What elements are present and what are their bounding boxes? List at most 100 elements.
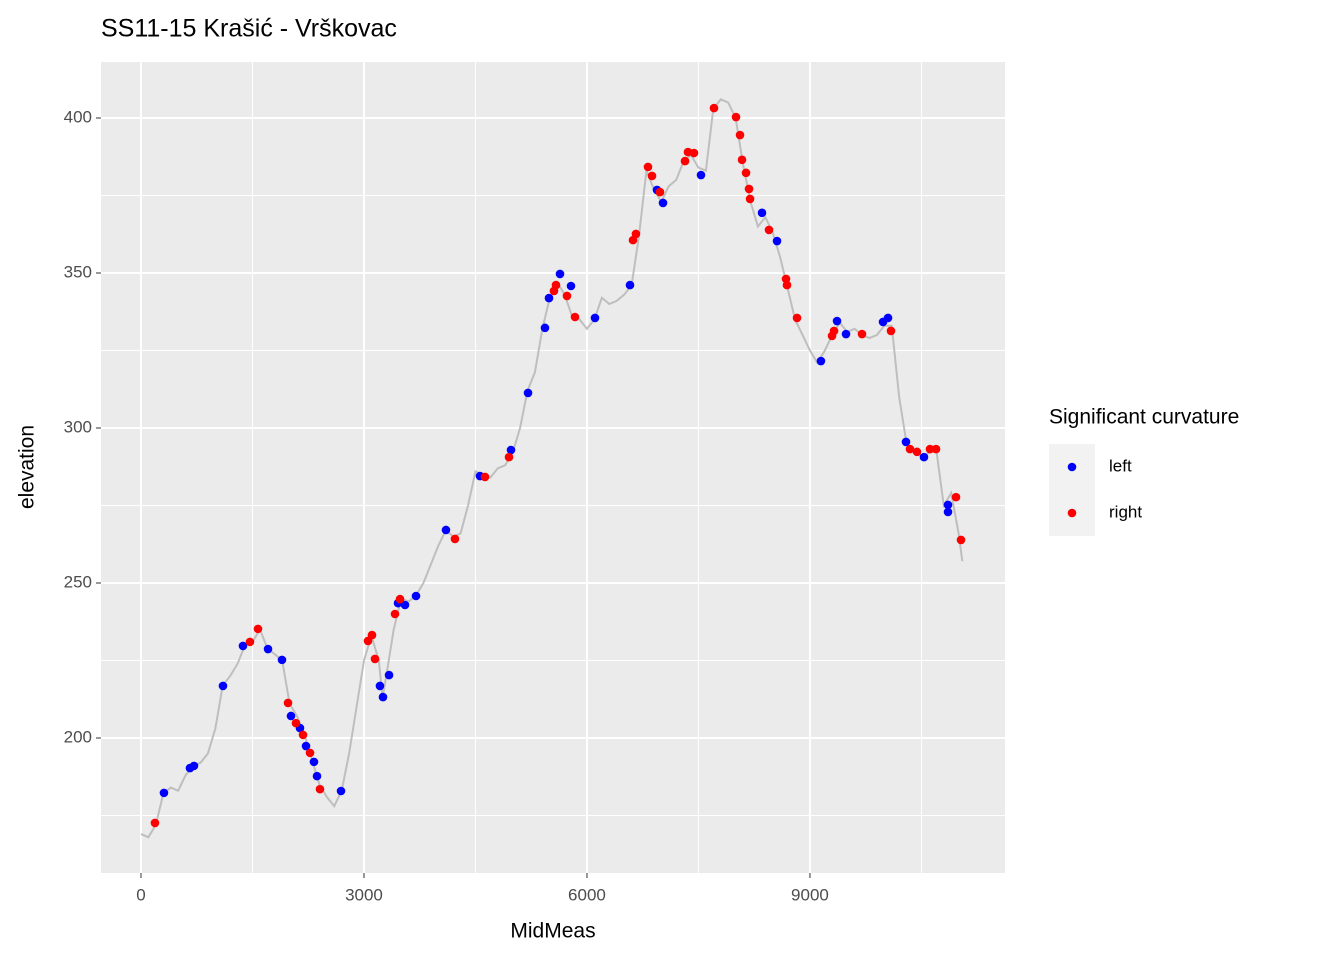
point: [411, 591, 421, 601]
point: [315, 784, 325, 794]
chart-title: SS11-15 Krašić - Vrškovac: [101, 15, 397, 43]
point: [737, 155, 747, 165]
point: [189, 761, 199, 771]
point: [857, 329, 867, 339]
point: [555, 269, 565, 279]
point: [336, 786, 346, 796]
legend-label: right: [1109, 502, 1142, 521]
y-axis-title: elevation: [16, 425, 39, 509]
point: [956, 535, 966, 545]
point: [757, 208, 767, 218]
y-tick-label: 350: [64, 262, 92, 281]
y-tick-label: 250: [64, 572, 92, 591]
legend-swatch: [1067, 462, 1077, 472]
point: [298, 730, 308, 740]
point: [570, 312, 580, 322]
point: [647, 171, 657, 181]
point: [375, 681, 385, 691]
point: [551, 280, 561, 290]
point: [590, 313, 600, 323]
point: [253, 624, 263, 634]
point: [218, 681, 228, 691]
point: [566, 281, 576, 291]
point: [540, 323, 550, 333]
point: [625, 280, 635, 290]
point: [544, 293, 554, 303]
point: [744, 184, 754, 194]
grid: 0 3000 6000 9000 200 250 300 350 400: [64, 62, 1005, 904]
point: [506, 445, 516, 455]
x-tick-label: 0: [136, 885, 145, 904]
point: [245, 637, 255, 647]
point: [658, 198, 668, 208]
point: [390, 609, 400, 619]
point: [841, 329, 851, 339]
panel: [101, 62, 1005, 873]
point: [263, 644, 273, 654]
legend-title: Significant curvature: [1049, 406, 1239, 429]
point: [782, 280, 792, 290]
legend-swatch: [1067, 508, 1077, 518]
point: [735, 130, 745, 140]
point: [441, 525, 451, 535]
x-tick-label: 9000: [791, 885, 829, 904]
point: [943, 500, 953, 510]
point: [951, 492, 961, 502]
point: [901, 437, 911, 447]
y-tick-label: 300: [64, 417, 92, 436]
legend-label: left: [1109, 456, 1132, 475]
point: [291, 718, 301, 728]
point: [301, 741, 311, 751]
y-tick-label: 400: [64, 107, 92, 126]
point: [480, 472, 490, 482]
point: [384, 670, 394, 680]
point: [943, 507, 953, 517]
point: [731, 112, 741, 122]
point: [792, 313, 802, 323]
point: [689, 148, 699, 158]
point: [643, 162, 653, 172]
point: [832, 316, 842, 326]
point: [378, 692, 388, 702]
point: [764, 225, 774, 235]
point: [312, 771, 322, 781]
point: [741, 168, 751, 178]
point: [931, 444, 941, 454]
y-tick-label: 200: [64, 727, 92, 746]
point: [829, 326, 839, 336]
point: [655, 187, 665, 197]
point: [680, 156, 690, 166]
point: [238, 641, 248, 651]
point: [305, 748, 315, 758]
point: [150, 818, 160, 828]
point: [696, 170, 706, 180]
point: [816, 356, 826, 366]
point: [400, 600, 410, 610]
point: [905, 444, 915, 454]
point: [159, 788, 169, 798]
point: [450, 534, 460, 544]
point: [309, 757, 319, 767]
point: [523, 388, 533, 398]
point: [504, 452, 514, 462]
point: [277, 655, 287, 665]
x-axis-title: MidMeas: [510, 920, 595, 943]
point: [370, 654, 380, 664]
data-layer: [140, 98, 966, 839]
point: [631, 229, 641, 239]
x-tick-label: 6000: [568, 885, 606, 904]
legend: Significant curvature left right: [1049, 406, 1239, 536]
point: [286, 711, 296, 721]
x-tick-label: 3000: [345, 885, 383, 904]
point: [562, 291, 572, 301]
point: [886, 326, 896, 336]
point: [709, 103, 719, 113]
point: [912, 447, 922, 457]
point: [772, 236, 782, 246]
point: [395, 594, 405, 604]
point: [367, 630, 377, 640]
point: [919, 452, 929, 462]
point: [883, 313, 893, 323]
point: [283, 698, 293, 708]
